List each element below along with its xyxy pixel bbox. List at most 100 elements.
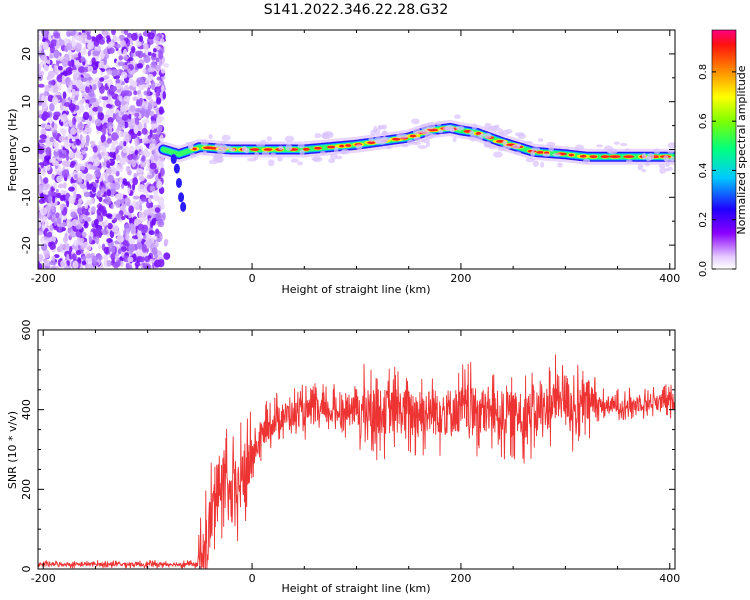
track-haze [532, 160, 539, 167]
noise-speck [76, 202, 82, 208]
track-haze [522, 140, 533, 144]
noise-speck [106, 189, 112, 197]
track-haze [471, 123, 478, 130]
track-haze [413, 136, 421, 142]
track-haze [285, 144, 293, 151]
colorbar-tick-label: 0.2 [698, 212, 709, 228]
noise-speck [158, 106, 164, 115]
noise-speck [91, 57, 96, 65]
track-haze [322, 134, 328, 139]
noise-speck [106, 260, 112, 267]
noise-speck [99, 266, 105, 269]
colorbar-ticks: 0.0 0.2 0.4 0.6 0.8 [698, 64, 736, 277]
noise-speck [72, 53, 80, 58]
noise-speck [127, 57, 134, 62]
noise-speck [80, 237, 85, 243]
noise-speck [53, 111, 61, 117]
noise-speck [84, 202, 89, 210]
track-haze [426, 122, 436, 130]
noise-speck [109, 85, 117, 92]
track-haze [512, 144, 521, 149]
noise-speck [71, 219, 79, 227]
noise-speck [87, 42, 95, 50]
noise-speck [138, 35, 144, 42]
noise-speck [99, 77, 105, 82]
track-haze [625, 148, 630, 152]
noise-speck [77, 172, 85, 178]
track-haze [297, 161, 303, 166]
track-haze [208, 134, 213, 140]
noise-speck [153, 48, 157, 53]
y-tick-label: -20 [20, 236, 33, 254]
noise-speck [75, 149, 81, 159]
noise-speck [125, 181, 130, 186]
track-haze [641, 152, 647, 160]
noise-speck [48, 84, 52, 89]
track-haze [557, 162, 563, 168]
noise-speck [109, 98, 113, 105]
noise-speck [95, 236, 100, 245]
noise-speck [60, 259, 67, 268]
noise-speck [42, 166, 46, 173]
noise-speck [114, 154, 121, 162]
noise-speck [98, 62, 102, 69]
noise-speck [86, 31, 91, 37]
track-haze [330, 153, 338, 160]
noise-speck [115, 213, 122, 220]
noise-speck [97, 244, 102, 249]
noise-speck [79, 154, 84, 160]
noise-speck [42, 41, 49, 51]
noise-speck [115, 170, 120, 177]
noise-speck [143, 147, 149, 155]
noise-speck [41, 154, 45, 162]
track-haze [530, 147, 541, 151]
noise-speck [136, 242, 143, 249]
noise-speck [60, 121, 64, 127]
noise-speck [48, 32, 52, 40]
noise-speck [104, 219, 109, 226]
track-haze [185, 141, 196, 146]
track-haze [667, 166, 673, 171]
track-haze [417, 145, 428, 149]
noise-speck [106, 238, 113, 243]
noise-speck [38, 167, 41, 173]
noise-speck [52, 196, 56, 204]
noise-speck [127, 68, 131, 74]
track-haze [582, 158, 591, 164]
noise-speck [38, 246, 41, 252]
noise-speck [42, 159, 50, 167]
track-haze [452, 136, 457, 143]
noise-speck [53, 123, 58, 131]
noise-speck [51, 255, 56, 262]
x-tick-label: -200 [31, 572, 56, 585]
track-haze [260, 139, 267, 145]
track-haze [469, 130, 475, 136]
track-haze [574, 144, 585, 151]
noise-speck [38, 30, 41, 34]
noise-speck [127, 256, 134, 263]
noise-speck [95, 227, 102, 237]
noise-speck [98, 255, 103, 261]
noise-speck [62, 236, 69, 244]
noise-speck [110, 68, 118, 77]
noise-speck [77, 116, 83, 123]
noise-speck [64, 141, 69, 149]
noise-speck [42, 190, 50, 195]
track-haze [386, 146, 392, 150]
noise-speck [79, 184, 87, 189]
noise-speck [48, 54, 54, 59]
noise-speck [89, 231, 94, 238]
track-haze [548, 146, 554, 152]
track-haze [299, 149, 305, 156]
track-haze [647, 153, 655, 160]
colorbar-label: Normalized spectral amplitude [735, 65, 748, 234]
noise-speck [99, 85, 105, 94]
noise-speck [53, 65, 57, 73]
noise-speck [70, 211, 77, 218]
noise-speck [148, 197, 152, 203]
track-tail [178, 192, 185, 203]
track-haze [370, 129, 375, 136]
noise-speck [100, 151, 105, 157]
track-haze [202, 150, 208, 156]
noise-speck [93, 39, 100, 47]
